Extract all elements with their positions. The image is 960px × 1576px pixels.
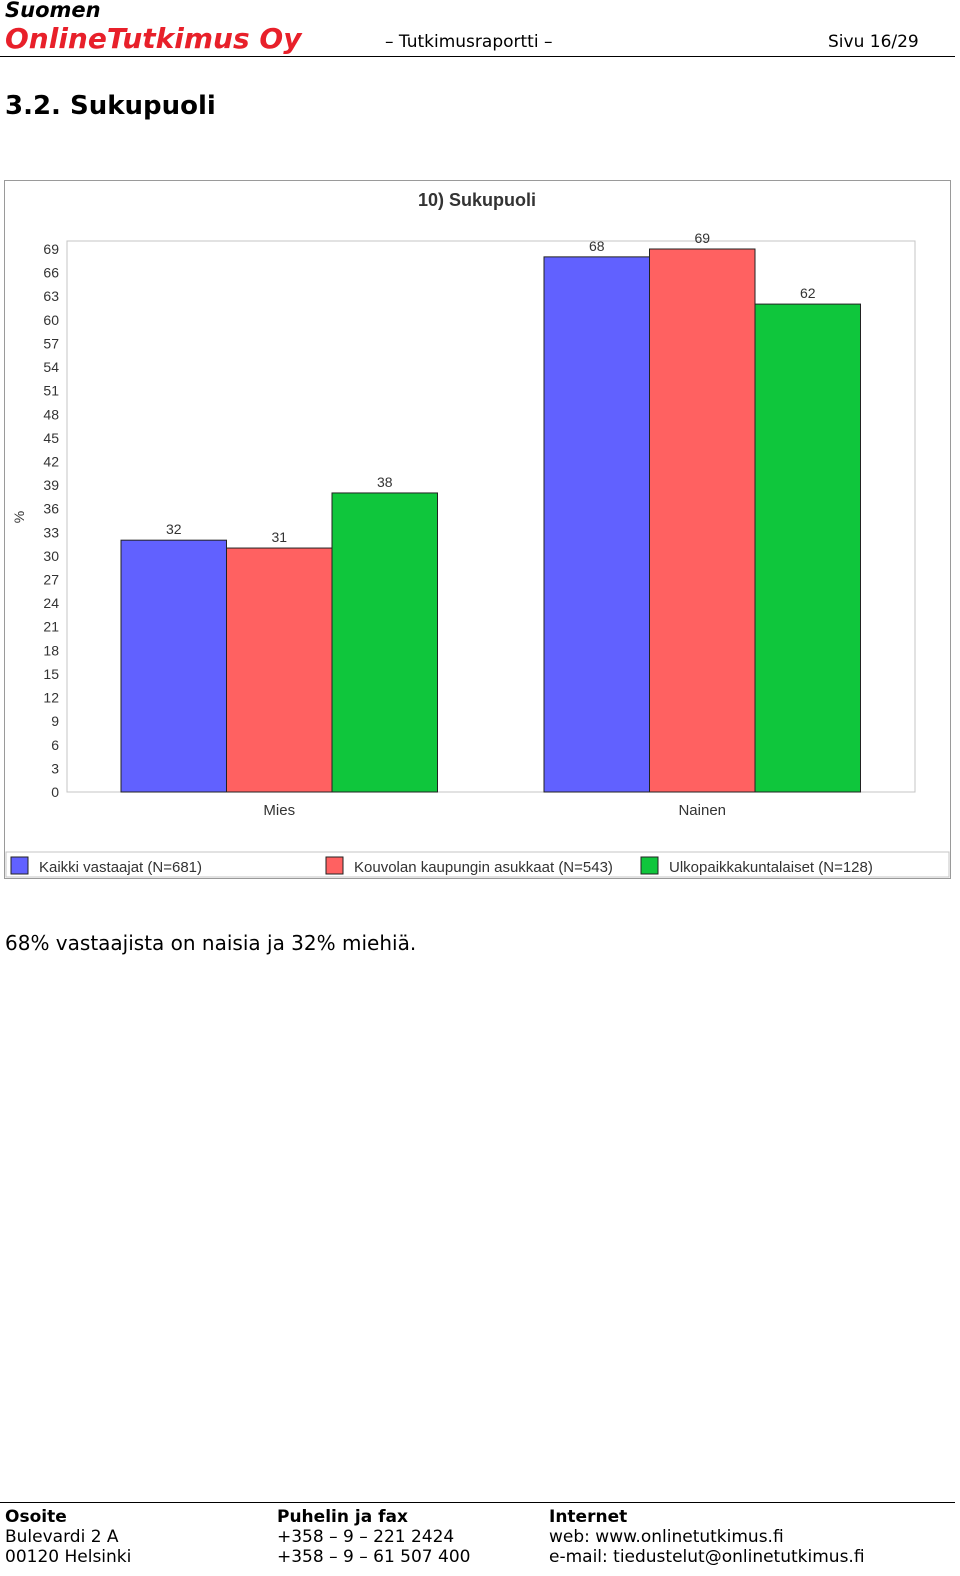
legend-swatch <box>325 856 344 875</box>
y-tick-label: 9 <box>51 713 59 729</box>
chart-title: 10) Sukupuoli <box>418 190 536 210</box>
y-tick-label: 33 <box>43 524 59 540</box>
legend-box <box>5 851 950 878</box>
y-tick-label: 3 <box>51 760 59 776</box>
y-tick-label: 21 <box>43 619 59 635</box>
bar-value-label: 69 <box>694 230 710 246</box>
footer-address-line2: 00120 Helsinki <box>5 1547 132 1567</box>
y-tick-label: 45 <box>43 430 59 446</box>
footer-phone: Puhelin ja fax +358 – 9 – 221 2424 +358 … <box>277 1507 470 1567</box>
y-axis-label: % <box>11 511 27 523</box>
y-tick-label: 51 <box>43 383 59 399</box>
bar <box>331 492 438 793</box>
bar <box>543 256 650 793</box>
footer-internet-email[interactable]: e-mail: tiedustelut@onlinetutkimus.fi <box>549 1547 865 1567</box>
brand-name-line2: OnlineTutkimus Oy <box>5 22 302 55</box>
y-tick-label: 42 <box>43 453 59 469</box>
y-tick-label: 36 <box>43 501 59 517</box>
bar-value-label: 62 <box>800 285 816 301</box>
y-tick-label: 24 <box>43 595 59 611</box>
footer-internet-title: Internet <box>549 1507 628 1527</box>
y-tick-label: 6 <box>51 737 59 753</box>
bar-value-label: 38 <box>377 474 393 490</box>
footer-address-line1: Bulevardi 2 A <box>5 1527 119 1547</box>
bar-value-label: 32 <box>166 521 182 537</box>
bar <box>120 539 227 793</box>
bar <box>754 303 861 793</box>
legend-swatch <box>10 856 29 875</box>
y-tick-label: 63 <box>43 288 59 304</box>
section-title: 3.2. Sukupuoli <box>5 91 216 121</box>
footer-address-title: Osoite <box>5 1507 67 1527</box>
y-tick-label: 27 <box>43 572 59 588</box>
y-tick-label: 69 <box>43 241 59 257</box>
bar-chart: 10) Sukupuoli%03691215182124273033363942… <box>5 190 950 878</box>
y-tick-label: 66 <box>43 265 59 281</box>
bar-value-label: 68 <box>589 238 605 254</box>
document-type: – Tutkimusraportti – <box>385 32 553 52</box>
y-tick-label: 57 <box>43 335 59 351</box>
page-number: Sivu 16/29 <box>828 32 919 52</box>
y-tick-label: 39 <box>43 477 59 493</box>
footer-phone-line2: +358 – 9 – 61 507 400 <box>277 1547 471 1567</box>
footer-internet: Internet web: www.onlinetutkimus.fi e-ma… <box>549 1507 865 1567</box>
page-header: Suomen OnlineTutkimus Oy – Tutkimusrapor… <box>0 0 955 57</box>
y-tick-label: 18 <box>43 642 59 658</box>
footer-address: Osoite Bulevardi 2 A 00120 Helsinki <box>5 1507 131 1567</box>
summary-text: 68% vastaajista on naisia ja 32% miehiä. <box>5 931 417 955</box>
footer-internet-web[interactable]: web: www.onlinetutkimus.fi <box>549 1527 784 1547</box>
y-tick-label: 48 <box>43 406 59 422</box>
y-tick-label: 60 <box>43 312 59 328</box>
bar-value-label: 31 <box>271 529 287 545</box>
legend-entry: Ulkopaikkakuntalaiset (N=128) <box>669 859 873 876</box>
footer-phone-title: Puhelin ja fax <box>277 1507 408 1527</box>
legend-entry: Kaikki vastaajat (N=681) <box>39 859 202 876</box>
page-footer: Osoite Bulevardi 2 A 00120 Helsinki Puhe… <box>0 1502 955 1567</box>
y-tick-label: 12 <box>43 690 59 706</box>
x-category-label: Mies <box>263 802 295 819</box>
y-tick-label: 15 <box>43 666 59 682</box>
legend-entry: Kouvolan kaupungin asukkaat (N=543) <box>354 859 613 876</box>
y-tick-label: 30 <box>43 548 59 564</box>
bar <box>649 248 756 793</box>
legend-swatch <box>640 856 659 875</box>
y-tick-label: 54 <box>43 359 59 375</box>
bar <box>226 547 333 793</box>
y-tick-label: 0 <box>51 784 59 800</box>
brand-name-line1: Suomen <box>5 0 101 22</box>
x-category-label: Nainen <box>678 802 726 819</box>
chart-frame: 10) Sukupuoli% 0 3 6 9 12 15 18 21 24 27 30 33 36 39 42… <box>4 180 951 879</box>
footer-phone-line1: +358 – 9 – 221 2424 <box>277 1527 455 1547</box>
